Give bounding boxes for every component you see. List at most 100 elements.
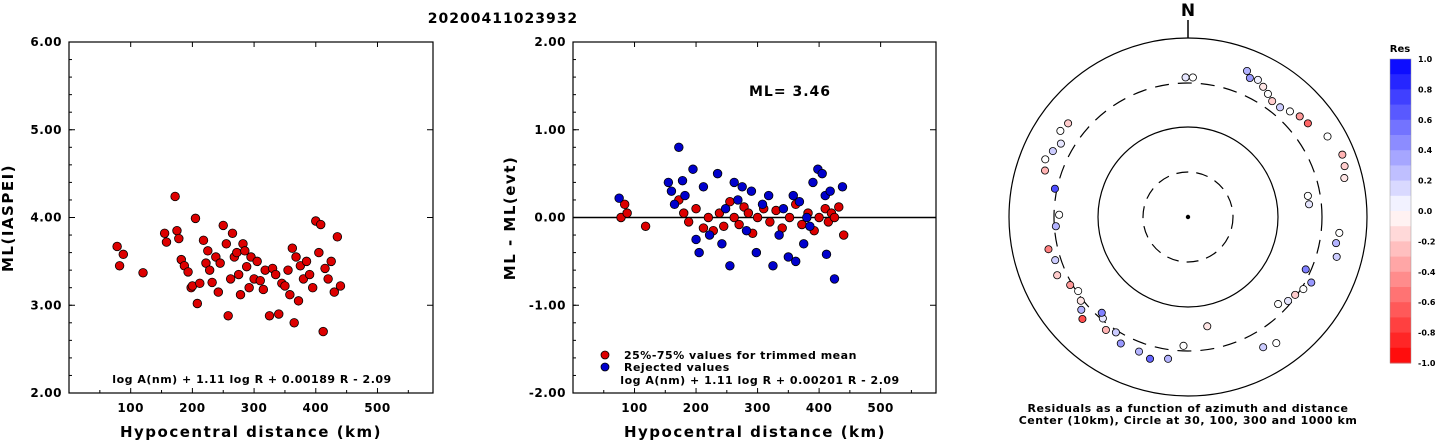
data-point <box>741 225 752 236</box>
colorbar-tick-label: 1.0 <box>1418 55 1433 64</box>
colorbar-cell <box>1390 211 1411 227</box>
plot2-xlabel: Hypocentral distance (km) <box>624 423 886 441</box>
data-point <box>663 177 674 188</box>
data-point <box>244 283 254 293</box>
data-point <box>698 223 709 233</box>
y-tick-label: 5.00 <box>30 123 62 137</box>
station-marker <box>1340 162 1349 171</box>
data-point <box>232 247 242 258</box>
colorbar-tick-label: -0.6 <box>1418 298 1436 307</box>
data-point <box>316 219 326 230</box>
colorbar-cell <box>1390 195 1411 212</box>
station-marker <box>1291 290 1300 299</box>
station-marker <box>1051 222 1060 231</box>
data-point <box>335 281 346 291</box>
colorbar-cell <box>1390 150 1411 166</box>
colorbar-tick-label: 0.2 <box>1418 177 1432 186</box>
x-tick-label: 100 <box>117 401 144 415</box>
colorbar-cell <box>1390 302 1411 318</box>
station-marker <box>1305 200 1314 209</box>
x-tick-label: 300 <box>744 401 771 415</box>
north-label: N <box>1181 1 1195 21</box>
station-marker <box>1301 265 1310 274</box>
station-marker <box>1076 296 1085 305</box>
data-point <box>734 219 744 230</box>
colorbar-tick-label: -0.8 <box>1418 329 1436 338</box>
plot2-ticks: 100 200 300 400 500 -2.00 -1.00 0.00 1.00 2.00 <box>529 35 936 415</box>
station-marker <box>1056 139 1065 148</box>
data-point <box>274 309 284 319</box>
data-point <box>829 212 840 223</box>
data-point <box>287 243 298 253</box>
station-marker <box>1263 89 1272 98</box>
data-point <box>614 193 624 203</box>
station-marker <box>1066 281 1075 290</box>
plot2-ylabel: ML - ML(evt) <box>501 156 519 280</box>
colorbar-cell <box>1390 180 1411 197</box>
station-marker <box>1146 354 1155 363</box>
data-point <box>839 230 849 240</box>
plot1-ylabel: ML(IASPEI) <box>0 164 17 272</box>
station-marker <box>1272 339 1281 348</box>
station-marker <box>1048 147 1057 156</box>
data-point <box>174 233 184 244</box>
station-marker <box>1338 150 1347 159</box>
data-point <box>183 267 193 277</box>
data-point <box>720 204 731 214</box>
data-point <box>694 247 704 258</box>
station-marker <box>1307 278 1316 287</box>
data-point <box>285 290 295 300</box>
x-tick-label: 300 <box>241 401 268 415</box>
station-marker <box>1097 308 1106 317</box>
data-point <box>719 221 729 231</box>
colorbar-cell <box>1390 226 1411 242</box>
station-marker <box>1253 75 1262 84</box>
station-marker <box>1051 256 1060 265</box>
data-point <box>834 202 844 212</box>
data-point <box>680 190 690 201</box>
y-tick-label: 1.00 <box>534 123 566 137</box>
data-point <box>223 311 233 321</box>
station-marker <box>1078 314 1087 323</box>
plot1-frame <box>68 41 434 394</box>
data-point <box>172 225 182 236</box>
data-point <box>784 212 795 223</box>
data-point <box>669 199 680 210</box>
colorbar-cell <box>1390 347 1411 364</box>
station-marker <box>1053 271 1062 280</box>
data-point <box>791 256 801 267</box>
data-point <box>704 230 715 240</box>
data-point <box>712 168 723 179</box>
data-point <box>679 208 689 218</box>
station-marker <box>1285 107 1294 116</box>
station-marker <box>1203 322 1212 331</box>
colorbar-cell <box>1390 119 1411 136</box>
station-marker <box>1245 74 1254 83</box>
station-marker <box>1332 239 1341 248</box>
data-point <box>688 164 698 174</box>
station-marker <box>1050 184 1059 193</box>
data-point <box>768 261 778 271</box>
colorbar-cell <box>1390 135 1411 151</box>
data-point <box>307 283 318 293</box>
data-point <box>774 230 784 240</box>
magnitude-vs-distance-plot: 100 200 300 400 500 2.00 3.00 4.00 5.00 6.00 log … <box>0 35 434 441</box>
ml-annotation: ML= 3.46 <box>749 84 831 100</box>
colorbar-cell <box>1390 287 1411 303</box>
station-marker <box>1077 305 1086 314</box>
plot1-xlabel: Hypocentral distance (km) <box>120 423 382 441</box>
plot1-ticks: 100 200 300 400 500 2.00 3.00 4.00 5.00 6.00 <box>30 35 433 415</box>
data-point <box>825 186 835 196</box>
colorbar-ticks: 1.0 0.8 0.6 0.4 0.2 0.0 -0.2 -0.4 -0.6 -0.8 -1.0 <box>1418 55 1436 368</box>
data-point <box>837 182 848 192</box>
station-marker <box>1332 252 1341 261</box>
station-marker <box>1056 126 1065 135</box>
station-marker <box>1335 228 1344 237</box>
station-marker <box>1243 66 1252 75</box>
data-point <box>326 256 336 267</box>
x-tick-label: 500 <box>867 401 894 415</box>
y-tick-label: 2.00 <box>30 386 62 400</box>
data-point <box>318 326 328 337</box>
station-marker <box>1111 328 1120 337</box>
colorbar-cell <box>1390 271 1411 288</box>
